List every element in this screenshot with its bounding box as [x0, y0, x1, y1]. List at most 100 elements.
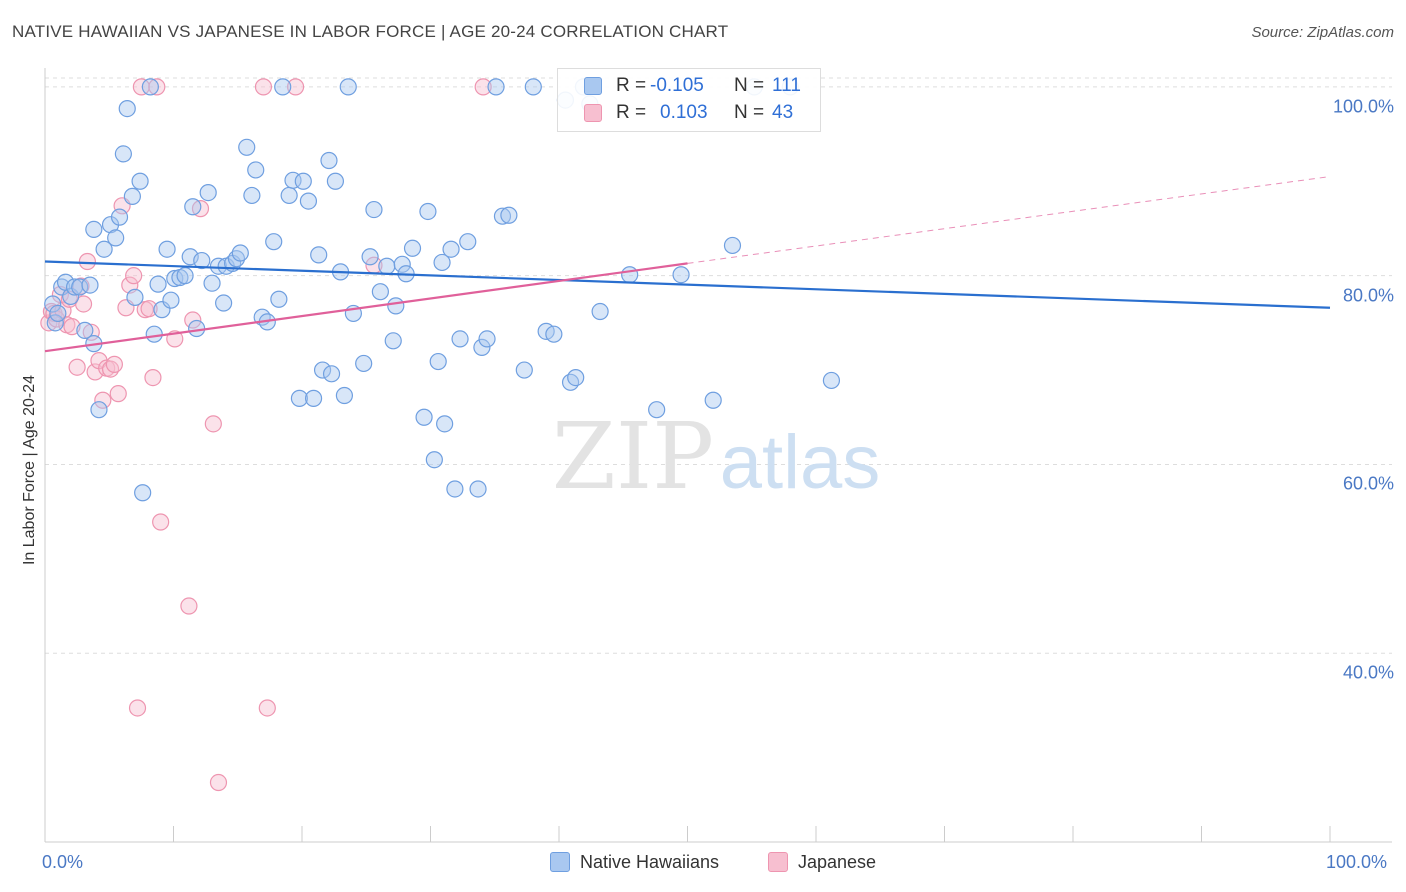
native-hawaiians-point: [704, 391, 722, 409]
bottom-legend-swatch-pink: [768, 852, 788, 872]
native-hawaiians-point: [265, 233, 283, 251]
native-hawaiians-point: [184, 198, 202, 216]
chart-title: NATIVE HAWAIIAN VS JAPANESE IN LABOR FOR…: [12, 22, 729, 41]
japanese-point: [140, 300, 158, 318]
native-hawaiians-point: [158, 240, 176, 258]
correlation-legend: R = -0.105 N = 111 R = 0.103 N = 43: [557, 68, 821, 132]
native-hawaiians-point: [545, 325, 563, 343]
native-hawaiians-point: [672, 266, 690, 284]
native-hawaiians-point: [238, 138, 256, 156]
legend-n-label: N =: [734, 75, 765, 96]
native-hawaiians-point: [451, 330, 469, 348]
native-hawaiians-point: [134, 484, 152, 502]
native-hawaiians-point: [310, 246, 328, 264]
native-hawaiians-point: [339, 78, 357, 96]
axes: [44, 68, 1392, 843]
native-hawaiians-point: [95, 240, 113, 258]
native-hawaiians-point: [149, 275, 167, 293]
legend-r-value: -0.105: [650, 75, 704, 96]
japanese-point: [144, 369, 162, 387]
native-hawaiians-point: [243, 186, 261, 205]
trend-lines: [44, 176, 1331, 353]
legend-swatch-pink: [584, 104, 602, 122]
bottom-legend-label: Japanese: [798, 852, 877, 872]
y-tick-label: 60.0%: [1342, 473, 1394, 494]
native-hawaiians-point: [123, 187, 141, 205]
native-hawaiians-point: [62, 287, 80, 306]
y-tick-label: 40.0%: [1342, 662, 1394, 683]
japanese-point: [184, 311, 202, 329]
native-hawaiians-point: [294, 172, 312, 190]
native-hawaiians-point: [429, 352, 447, 371]
native-hawaiians-point: [166, 269, 184, 288]
native-hawaiians-point: [561, 373, 580, 391]
native-hawaiians-point: [591, 302, 609, 321]
native-hawaiians-point: [415, 408, 433, 426]
native-hawaiians-point: [621, 266, 639, 284]
japanese-point: [109, 385, 127, 403]
native-hawaiians-point: [126, 288, 144, 306]
japanese-point: [204, 415, 222, 433]
watermark-atlas: atlas: [720, 420, 881, 505]
legend-r-value: 0.103: [660, 102, 708, 123]
native-hawaiians-point: [387, 297, 405, 315]
native-hawaiians-point: [49, 304, 67, 323]
native-hawaiians-point: [270, 290, 288, 308]
japanese-point: [180, 597, 198, 615]
native-hawaiians-point: [176, 267, 194, 285]
native-hawaiians-point: [131, 172, 149, 190]
japanese-point: [474, 78, 492, 96]
native-hawaiians-point: [436, 415, 454, 433]
native-hawaiians-point: [85, 220, 103, 239]
japanese-point: [258, 699, 276, 717]
native-hawaiians-point: [110, 208, 129, 226]
native-hawaiians-point: [567, 369, 585, 387]
native-hawaiians-point: [378, 257, 396, 275]
native-hawaiians-point: [114, 145, 132, 163]
native-hawaiians-point: [500, 206, 518, 224]
legend-swatch-blue: [584, 77, 602, 95]
watermark-zip: ZIP: [552, 403, 714, 510]
native-hawaiians-point: [299, 192, 318, 210]
x-tick-label-min: 0.0%: [42, 852, 84, 872]
native-hawaiians-point: [822, 371, 841, 390]
japanese-point: [209, 773, 228, 792]
bottom-legend-japanese: Japanese: [768, 852, 876, 878]
native-hawaiians-point: [723, 236, 742, 255]
native-hawaiians-point: [141, 78, 159, 96]
native-hawaiians-point: [320, 151, 338, 170]
x-tick-label-max: 100.0%: [1326, 852, 1388, 872]
watermark: ZIP atlas: [552, 403, 880, 510]
native-hawaiians-point: [118, 99, 136, 118]
japanese-point: [105, 355, 123, 373]
native-hawaiians-point: [355, 354, 373, 373]
native-hawaiians-point: [384, 332, 402, 350]
native-hawaiians-trend-line: [44, 260, 1331, 309]
native-hawaiians-point: [393, 255, 411, 273]
native-hawaiians-point: [274, 78, 292, 96]
native-hawaiians-point: [403, 239, 422, 257]
legend-n-label: N =: [734, 102, 765, 123]
legend-n-value: 43: [772, 102, 794, 123]
native-hawaiians-point: [361, 248, 379, 266]
native-hawaiians-point: [81, 276, 99, 294]
japanese-point: [74, 295, 93, 313]
native-hawaiians-point: [365, 200, 383, 219]
grid-lines: [45, 77, 1392, 654]
native-hawaiians-point: [76, 321, 94, 340]
native-hawaiians-point: [371, 283, 389, 301]
native-hawaiians-point: [90, 401, 108, 419]
native-hawaiians-point: [162, 291, 180, 309]
native-hawaiians-point: [469, 480, 487, 498]
y-tick-label: 80.0%: [1342, 285, 1394, 306]
japanese-point: [68, 358, 86, 376]
native-hawaiians-point: [231, 244, 249, 262]
native-hawaiians-point: [524, 78, 542, 96]
japanese-point: [148, 78, 166, 96]
native-hawaiians-point: [107, 229, 125, 247]
y-tick-label: 100.0%: [1332, 96, 1394, 117]
native-hawaiians-point: [322, 365, 341, 383]
native-hawaiians-point: [425, 451, 443, 469]
legend-r-label: R =: [616, 75, 647, 96]
